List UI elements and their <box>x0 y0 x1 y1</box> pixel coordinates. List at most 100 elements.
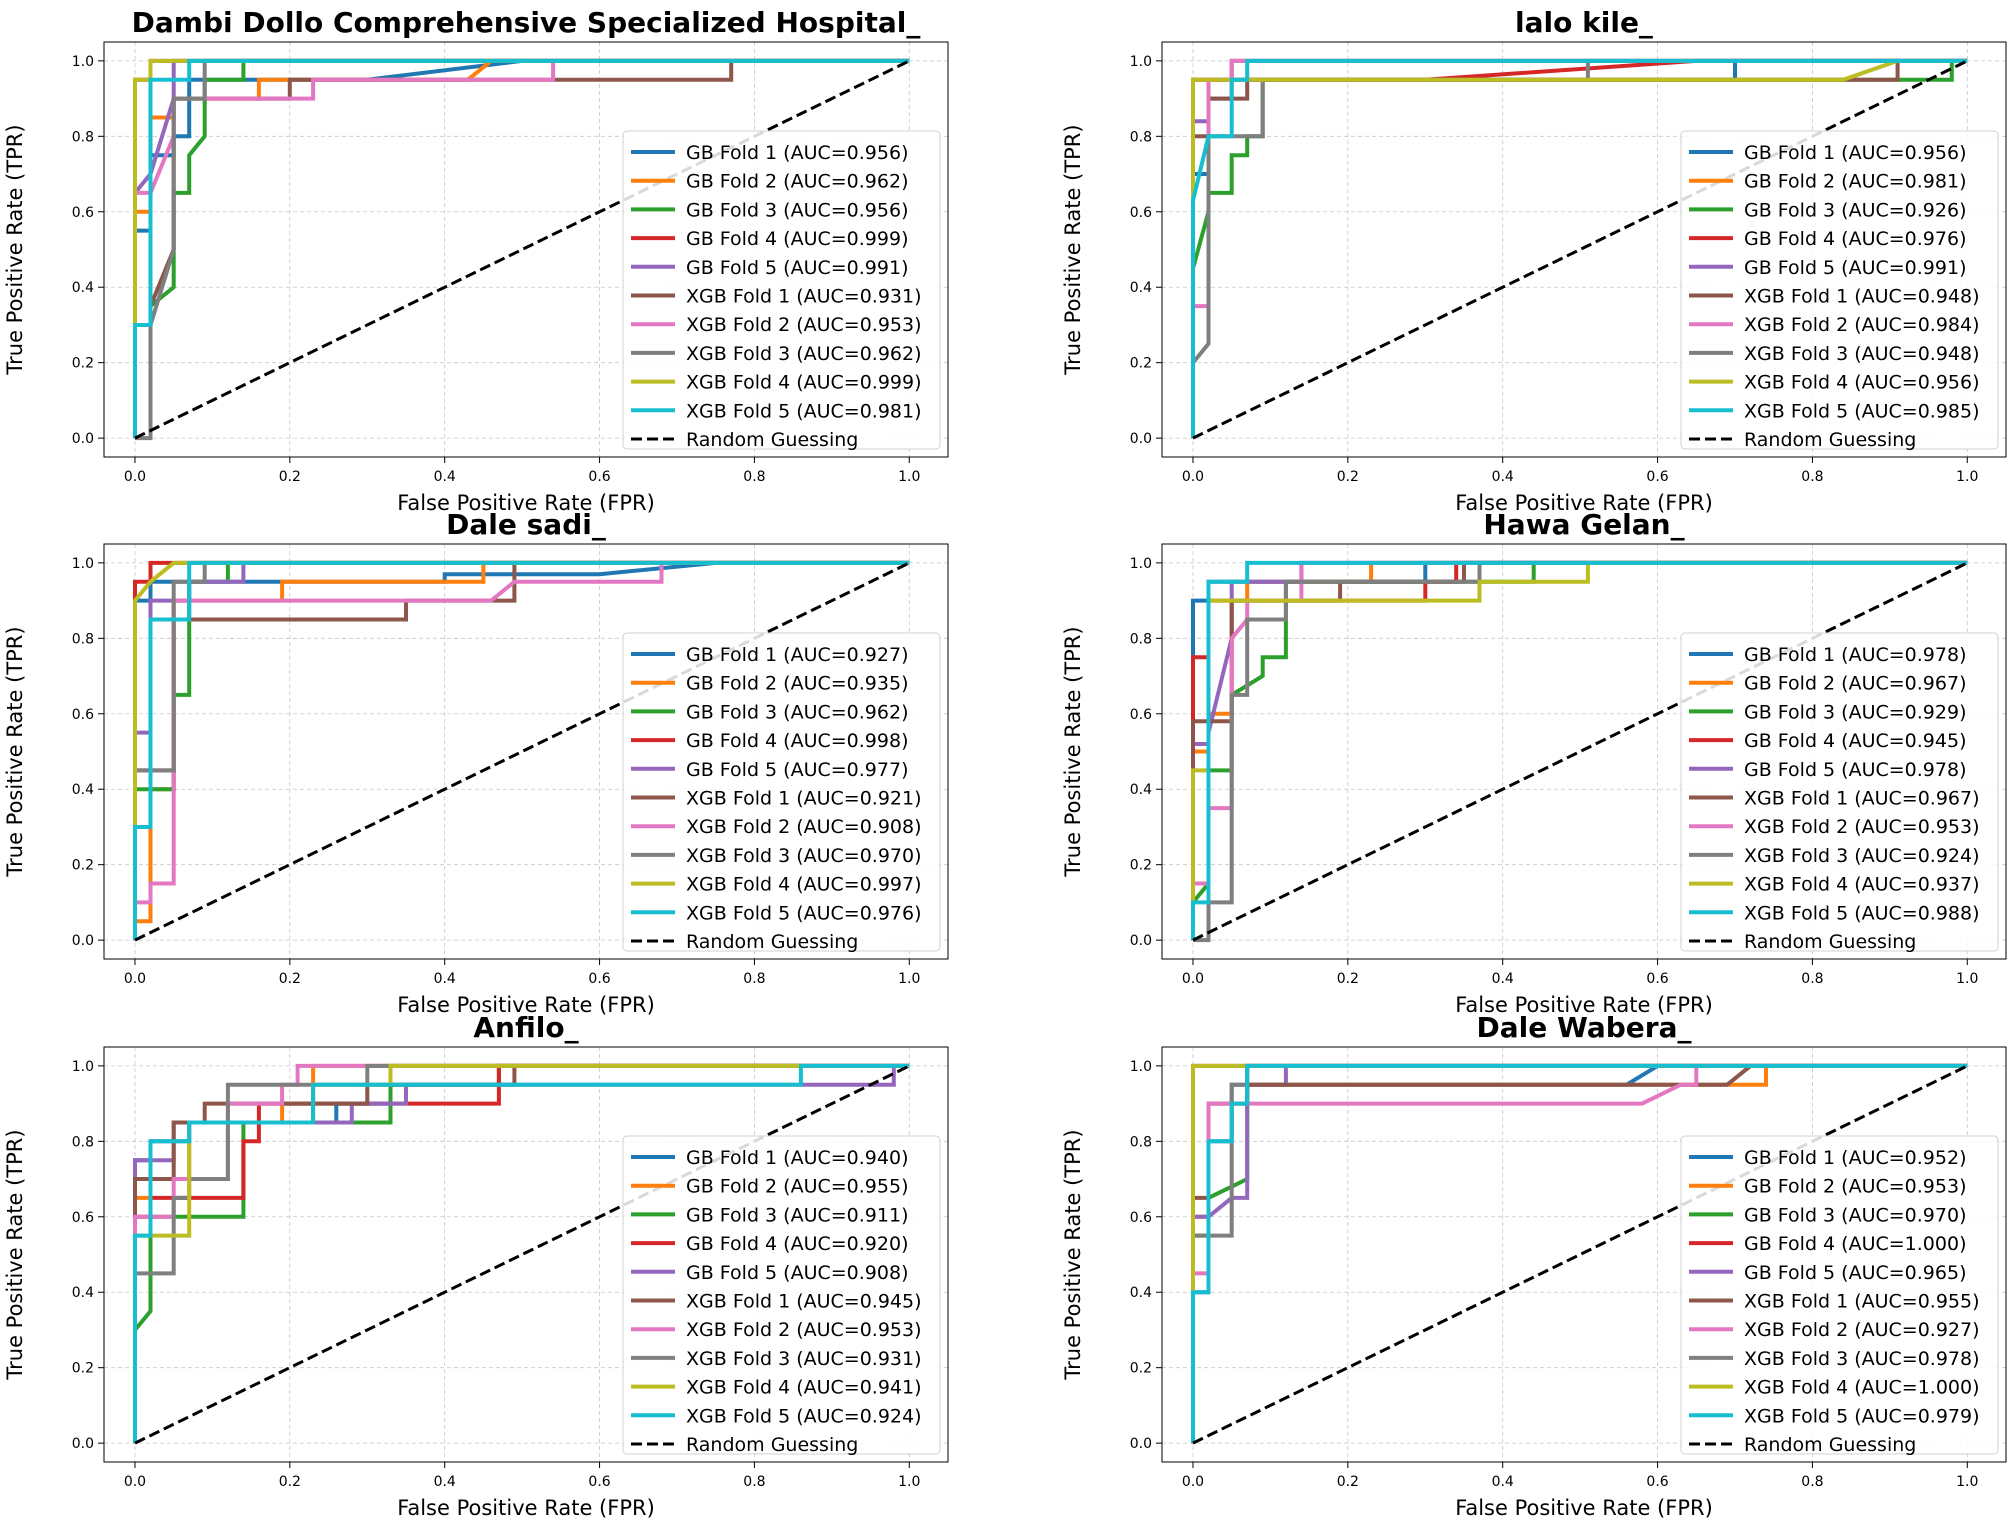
legend: GB Fold 1 (AUC=0.940) GB Fold 2 (AUC=0.95… <box>622 1135 941 1456</box>
plot-frame <box>1161 543 2007 960</box>
legend-box <box>1680 130 1999 450</box>
x-tick-label: 0.2 <box>1337 1474 1359 1490</box>
x-axis-label: False Positive Rate (FPR) <box>397 993 655 1017</box>
legend-entry: XGB Fold 3 (AUC=0.948) <box>1744 343 1980 365</box>
legend-entry: XGB Fold 3 (AUC=0.970) <box>686 845 922 867</box>
roc-curve <box>1191 1063 1968 1444</box>
x-tick-label: 0.0 <box>1182 469 1204 485</box>
plot-frame <box>1161 41 2007 458</box>
x-tick-label: 0.2 <box>1337 971 1359 987</box>
x-tick-label: 0.2 <box>279 1474 301 1490</box>
legend-entry: XGB Fold 5 (AUC=0.988) <box>1744 902 1980 924</box>
roc-panel: 0.0 0.2 0.4 0.6 0.8 1.0 0.0 0.2 0.4 0.6 0.8 1.0 Damb… <box>3 6 949 515</box>
legend-entry: XGB Fold 5 (AUC=0.981) <box>686 400 922 422</box>
legend-entry: GB Fold 3 (AUC=0.956) <box>686 199 909 221</box>
legend-entry: XGB Fold 5 (AUC=0.985) <box>1744 400 1980 422</box>
legend-entry: XGB Fold 5 (AUC=0.979) <box>1744 1405 1980 1427</box>
legend-entry: GB Fold 2 (AUC=0.953) <box>1744 1176 1967 1198</box>
legend-box <box>1680 632 1999 952</box>
y-tick-label: 1.0 <box>1130 556 1152 572</box>
y-axis-label: True Positive Rate (TPR) <box>1061 1129 1085 1380</box>
y-tick-label: 0.2 <box>72 356 94 372</box>
x-tick-label: 0.4 <box>1492 1474 1514 1490</box>
legend-box <box>622 632 941 952</box>
legend-entry: GB Fold 1 (AUC=0.956) <box>1744 142 1967 164</box>
y-tick-label: 0.8 <box>72 631 94 647</box>
y-tick-label: 0.4 <box>1130 1285 1152 1301</box>
x-tick-label: 0.0 <box>1182 1474 1204 1490</box>
legend-entry: GB Fold 1 (AUC=0.952) <box>1744 1147 1967 1169</box>
x-tick-label: 0.8 <box>743 971 765 987</box>
chart-title: lalo kile_ <box>1515 6 1653 39</box>
legend-entry: GB Fold 2 (AUC=0.967) <box>1744 673 1967 695</box>
y-tick-label: 0.2 <box>1130 1361 1152 1377</box>
chart-title: Anfilo_ <box>473 1011 578 1044</box>
legend-entry: Random Guessing <box>1744 931 1916 953</box>
x-tick-label: 0.8 <box>1801 971 1823 987</box>
roc-curve <box>133 560 910 941</box>
x-tick-label: 0.6 <box>1646 1474 1668 1490</box>
roc-panel: 0.0 0.2 0.4 0.6 0.8 1.0 0.0 0.2 0.4 0.6 0.8 1.0 Anfi… <box>3 1011 949 1520</box>
y-tick-label: 0.0 <box>72 933 94 949</box>
legend-box <box>1680 1135 1999 1455</box>
x-tick-label: 0.0 <box>124 1474 146 1490</box>
y-tick-label: 0.4 <box>1130 782 1152 798</box>
y-tick-label: 0.8 <box>72 129 94 145</box>
y-tick-label: 0.8 <box>1130 129 1152 145</box>
y-tick-label: 0.0 <box>72 431 94 447</box>
legend-entry: GB Fold 2 (AUC=0.962) <box>686 171 909 193</box>
roc-curve <box>1193 560 1968 943</box>
roc-panel: 0.0 0.2 0.4 0.6 0.8 1.0 0.0 0.2 0.4 0.6 0.8 1.0 Hawa… <box>1061 508 2007 1017</box>
y-tick-label: 1.0 <box>1130 1059 1152 1075</box>
legend-entry: Random Guessing <box>1744 429 1916 451</box>
x-tick-label: 1.0 <box>898 469 920 485</box>
plot-frame <box>1161 1046 2007 1463</box>
legend: GB Fold 1 (AUC=0.978) GB Fold 2 (AUC=0.96… <box>1680 632 1999 953</box>
legend-entry: GB Fold 2 (AUC=0.981) <box>1744 171 1967 193</box>
x-axis-label: False Positive Rate (FPR) <box>397 491 655 515</box>
y-tick-label: 0.4 <box>72 280 94 296</box>
y-tick-label: 0.6 <box>72 205 94 221</box>
legend-entry: GB Fold 5 (AUC=0.977) <box>686 759 909 781</box>
legend-box <box>622 130 941 450</box>
y-tick-label: 0.6 <box>72 707 94 723</box>
x-tick-label: 0.4 <box>1492 971 1514 987</box>
legend-entry: GB Fold 1 (AUC=0.927) <box>686 644 909 666</box>
y-tick-label: 0.8 <box>1130 1134 1152 1150</box>
x-tick-label: 0.8 <box>743 1474 765 1490</box>
y-tick-label: 0.0 <box>1130 1436 1152 1452</box>
x-tick-label: 0.8 <box>1801 469 1823 485</box>
x-tick-label: 0.4 <box>434 469 456 485</box>
x-tick-label: 1.0 <box>1956 971 1978 987</box>
legend: GB Fold 1 (AUC=0.956) GB Fold 2 (AUC=0.98… <box>1680 130 1999 451</box>
x-tick-label: 1.0 <box>1956 469 1978 485</box>
y-tick-label: 0.0 <box>72 1436 94 1452</box>
legend: GB Fold 1 (AUC=0.956) GB Fold 2 (AUC=0.96… <box>622 130 941 451</box>
x-tick-label: 0.0 <box>124 469 146 485</box>
plot-frame <box>103 1046 949 1463</box>
legend-entry: GB Fold 5 (AUC=0.965) <box>1744 1262 1967 1284</box>
legend-entry: XGB Fold 4 (AUC=0.997) <box>686 874 922 896</box>
legend-entry: XGB Fold 1 (AUC=0.967) <box>1744 788 1980 810</box>
y-axis-label: True Positive Rate (TPR) <box>3 124 27 375</box>
legend-entry: XGB Fold 1 (AUC=0.955) <box>1744 1291 1980 1313</box>
x-axis-label: False Positive Rate (FPR) <box>1455 491 1713 515</box>
legend-entry: XGB Fold 2 (AUC=0.953) <box>686 314 922 336</box>
legend-entry: GB Fold 4 (AUC=1.000) <box>1744 1233 1967 1255</box>
legend-entry: GB Fold 2 (AUC=0.955) <box>686 1176 909 1198</box>
y-tick-label: 1.0 <box>1130 54 1152 70</box>
y-tick-label: 0.0 <box>1130 933 1152 949</box>
roc-curve <box>1191 58 1968 439</box>
legend-entry: Random Guessing <box>686 1434 858 1456</box>
legend-entry: XGB Fold 5 (AUC=0.976) <box>686 902 922 924</box>
legend-entry: GB Fold 3 (AUC=0.970) <box>1744 1204 1967 1226</box>
y-tick-label: 0.4 <box>72 782 94 798</box>
x-tick-label: 1.0 <box>898 971 920 987</box>
x-tick-label: 0.6 <box>1646 971 1668 987</box>
y-tick-label: 0.8 <box>1130 631 1152 647</box>
x-tick-label: 0.2 <box>279 469 301 485</box>
x-tick-label: 0.2 <box>279 971 301 987</box>
legend-entry: Random Guessing <box>686 429 858 451</box>
legend-entry: XGB Fold 3 (AUC=0.962) <box>686 343 922 365</box>
legend-entry: GB Fold 2 (AUC=0.935) <box>686 673 909 695</box>
